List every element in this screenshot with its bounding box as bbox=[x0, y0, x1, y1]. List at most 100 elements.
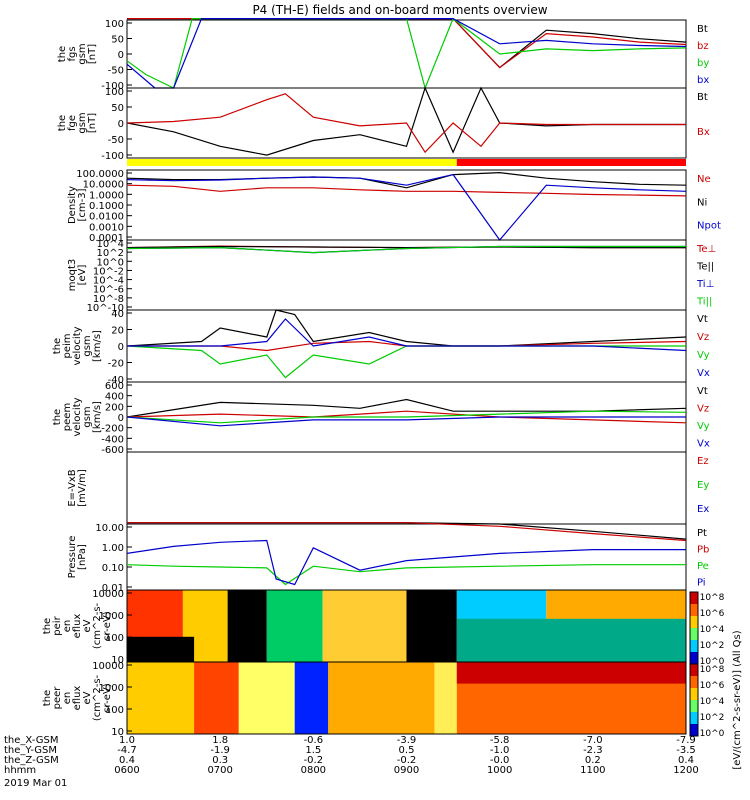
y-axis-label: the bbox=[52, 338, 63, 354]
orbit-x-value: 1.0 bbox=[119, 735, 135, 746]
y-axis-label: sr-eV) bbox=[102, 683, 113, 712]
colorbar-tick: 10^0 bbox=[700, 657, 725, 667]
colorbar-swatch bbox=[690, 616, 698, 628]
series-line-Vx bbox=[126, 416, 686, 427]
y-tick-label: -100 bbox=[101, 151, 124, 162]
y-axis-label: en bbox=[62, 620, 73, 633]
y-axis-label: the bbox=[52, 409, 63, 425]
series-line-Pi bbox=[126, 539, 686, 586]
panel-frame bbox=[126, 661, 687, 735]
y-axis-label: gsm bbox=[77, 43, 88, 64]
orbit-value: -2.3 bbox=[583, 745, 603, 756]
orbit-x-value: -3.9 bbox=[397, 735, 417, 746]
y-tick-label: 100 bbox=[105, 87, 124, 98]
legend-by: by bbox=[697, 58, 709, 69]
y-tick-label: -50 bbox=[108, 135, 124, 146]
orbit-value: 0800 bbox=[301, 765, 326, 776]
y-axis-label: gsm bbox=[82, 406, 93, 427]
legend-Bt: Bt bbox=[697, 24, 708, 35]
orbit-row-label: the_X-GSM bbox=[4, 735, 58, 746]
y-axis-label: Pressure bbox=[67, 536, 78, 579]
y-axis-label: velocity bbox=[72, 397, 83, 436]
legend-Pi: Pi bbox=[697, 578, 706, 589]
y-tick-label: -40 bbox=[108, 375, 124, 386]
colorbar-tick: 10^6 bbox=[700, 681, 725, 691]
panel-fge-gsm: 100 50 0 -50 -100 the fge gsm [nT] bbox=[57, 86, 687, 162]
y-tick-label: 10^2 bbox=[97, 248, 124, 259]
orbit-value: -1.0 bbox=[490, 745, 510, 756]
series-line-Pb bbox=[127, 522, 687, 542]
colorbar: 10^810^610^410^210^010^810^610^410^210^0… bbox=[689, 591, 743, 770]
y-tick-label: 0.10 bbox=[102, 563, 124, 574]
y-tick-label: 40 bbox=[111, 309, 124, 320]
y-tick-label: -20 bbox=[108, 359, 124, 370]
legend-Vz: Vz bbox=[697, 404, 709, 415]
legend-Ey: Ey bbox=[697, 480, 709, 491]
y-tick-label: 200 bbox=[105, 402, 124, 413]
y-axis-label: peer bbox=[52, 686, 63, 710]
y-axis-label: the bbox=[42, 618, 53, 634]
heatmap-block bbox=[322, 590, 407, 662]
y-tick-label: 0 bbox=[118, 413, 124, 424]
y-tick-label: 100 bbox=[105, 705, 124, 716]
y-axis-label: peem bbox=[62, 403, 73, 431]
y-axis-label: gsm bbox=[82, 335, 93, 356]
legend-Pt: Pt bbox=[697, 528, 707, 539]
heatmap-block bbox=[194, 662, 239, 734]
heatmap-block bbox=[266, 590, 323, 662]
orbit-value: 1100 bbox=[580, 765, 605, 776]
series-line-Bx bbox=[126, 93, 686, 154]
legends-group: Bt bz by bx Bt Bx Ne Ni Npot Te⊥ Te|| Ti⊥ Ti|| Vt Vz Vy… bbox=[696, 24, 721, 589]
y-tick-label: 0 bbox=[118, 119, 124, 130]
panel-pressure: 10.00 1.00 0.10 0.01 Pressure [nPa] bbox=[67, 522, 687, 594]
legend-Vx: Vx bbox=[697, 439, 710, 450]
series-line-Te|| bbox=[126, 245, 686, 249]
y-tick-label: 10^4 bbox=[97, 239, 124, 250]
legend-Te⊥: Te⊥ bbox=[696, 244, 716, 255]
y-axis-label: eV bbox=[82, 691, 93, 704]
legend-Ti||: Ti|| bbox=[696, 297, 712, 308]
y-tick-label: 100.0000 bbox=[76, 169, 124, 180]
y-tick-label: 10 bbox=[111, 727, 124, 738]
orbit-row-label: the_Z-GSM bbox=[4, 755, 59, 766]
colorbar-label: [eV/(cm^2-s-sr-eV)] (All Qs) bbox=[732, 630, 743, 769]
colorbar-tick: 10^2 bbox=[700, 713, 725, 723]
orbit-x-value: 1.8 bbox=[212, 735, 228, 746]
y-tick-label: 1000 bbox=[99, 611, 124, 622]
panel-density: 100.000010.00001.00000.10000.01000.00100… bbox=[67, 169, 687, 244]
heatmap-block bbox=[127, 662, 195, 734]
orbit-x-value: -7.0 bbox=[583, 735, 603, 746]
colorbar-swatch bbox=[690, 640, 698, 652]
orbit-value: 0700 bbox=[207, 765, 232, 776]
orbit-value: -0.2 bbox=[304, 755, 324, 766]
y-axis-label: [nPa] bbox=[77, 544, 88, 570]
y-axis-label: fge bbox=[67, 115, 78, 131]
y-tick-label: 0 bbox=[118, 50, 124, 61]
heatmap-block bbox=[328, 662, 435, 734]
y-axis-label: the bbox=[57, 46, 68, 62]
orbit-value: 1.5 bbox=[305, 745, 321, 756]
colorbar-swatch bbox=[690, 592, 698, 604]
y-tick-label: 10^-2 bbox=[93, 266, 124, 277]
y-axis-label: [km/s] bbox=[92, 401, 103, 433]
y-tick-label: -200 bbox=[101, 424, 124, 435]
colorbar-swatch bbox=[690, 628, 698, 640]
legend-bz: bz bbox=[697, 41, 709, 52]
legend-Npot: Npot bbox=[697, 221, 721, 232]
y-tick-label: 10000 bbox=[92, 661, 124, 672]
legend-bx: bx bbox=[697, 75, 709, 86]
legend-Pe: Pe bbox=[697, 561, 709, 572]
series-line-Ne bbox=[126, 184, 687, 197]
y-axis-label: (cm^2-s- bbox=[92, 674, 103, 721]
y-tick-label: 0.0010 bbox=[89, 222, 124, 233]
y-axis-label: Density bbox=[67, 186, 78, 224]
y-axis-label: eflux bbox=[72, 686, 83, 711]
y-tick-label: 10^-10 bbox=[87, 303, 124, 314]
y-tick-label: 0.01 bbox=[102, 583, 124, 594]
legend-Ni: Ni bbox=[697, 197, 707, 208]
y-tick-label: 1.0000 bbox=[89, 190, 124, 201]
panel-peir-en-eflux: 10000 1000 100 10 the peir en eflux eV (cm^2-s-sr… bbox=[42, 589, 687, 666]
orbit-value: 1000 bbox=[487, 765, 512, 776]
